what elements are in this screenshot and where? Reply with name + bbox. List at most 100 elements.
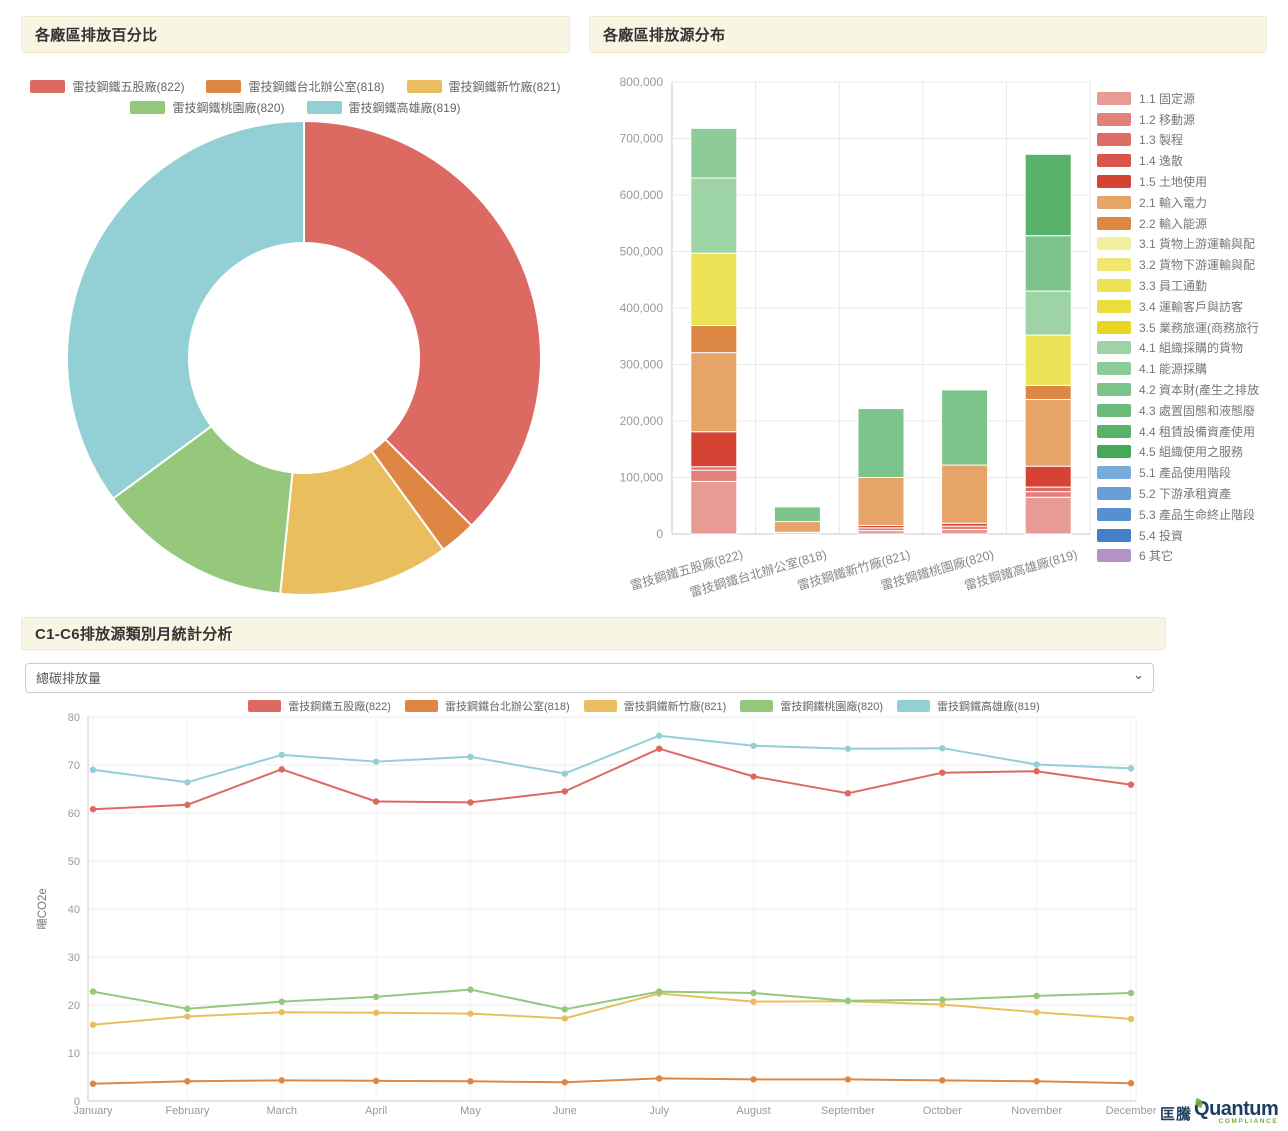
- data-point-3-5[interactable]: [561, 1006, 569, 1013]
- bar-segment-3-4[interactable]: [941, 389, 989, 466]
- data-point-4-9[interactable]: [939, 745, 946, 752]
- bar-segment-0-4[interactable]: [690, 352, 738, 433]
- data-point-0-8[interactable]: [844, 790, 852, 797]
- donut-slice-0[interactable]: [303, 120, 542, 527]
- legend-item-series-0[interactable]: 雷技鋼鐵五股廠(822): [248, 698, 391, 714]
- line-series-2[interactable]: [92, 992, 1132, 1026]
- data-point-3-8[interactable]: [844, 997, 852, 1004]
- data-point-2-11[interactable]: [1127, 1015, 1135, 1023]
- data-point-1-8[interactable]: [844, 1076, 852, 1083]
- data-point-0-11[interactable]: [1127, 781, 1135, 788]
- data-point-3-10[interactable]: [1033, 992, 1040, 1000]
- bar-segment-0-0[interactable]: [690, 480, 738, 535]
- data-point-4-4[interactable]: [467, 753, 474, 761]
- data-point-4-10[interactable]: [1033, 761, 1040, 768]
- line-series-4[interactable]: [92, 734, 1132, 784]
- data-point-2-10[interactable]: [1033, 1009, 1040, 1016]
- data-point-2-9[interactable]: [939, 1001, 946, 1008]
- donut-slice-3[interactable]: [112, 425, 294, 595]
- bar-legend-item-8[interactable]: 3.2 貨物下游運輸與配: [1097, 254, 1277, 275]
- bar-segment-4-9[interactable]: [1024, 153, 1072, 237]
- data-point-0-2[interactable]: [278, 766, 285, 773]
- data-point-1-6[interactable]: [655, 1075, 663, 1082]
- line-series-1[interactable]: [92, 1077, 1132, 1085]
- bar-segment-3-1[interactable]: [941, 525, 989, 530]
- data-point-0-7[interactable]: [750, 773, 757, 780]
- bar-segment-1-1[interactable]: [773, 521, 821, 533]
- line-series-0[interactable]: [92, 747, 1132, 811]
- bar-legend-item-12[interactable]: 4.1 組織採購的貨物: [1097, 338, 1277, 359]
- data-point-1-7[interactable]: [750, 1076, 757, 1083]
- data-point-1-9[interactable]: [939, 1077, 946, 1084]
- data-point-3-11[interactable]: [1127, 989, 1135, 997]
- data-point-1-3[interactable]: [372, 1077, 380, 1085]
- bar-legend-item-3[interactable]: 1.4 逸散: [1097, 150, 1277, 171]
- bar-legend-item-9[interactable]: 3.3 員工通勤: [1097, 275, 1277, 296]
- data-point-0-1[interactable]: [184, 801, 191, 809]
- bar-legend-item-0[interactable]: 1.1 固定源: [1097, 88, 1277, 109]
- bar-segment-4-5[interactable]: [1024, 384, 1072, 401]
- bar-legend-item-21[interactable]: 5.4 投資: [1097, 525, 1277, 546]
- legend-item-plant-0[interactable]: 雷技鋼鐵五股廠(822): [30, 78, 184, 95]
- data-point-2-2[interactable]: [278, 1009, 285, 1016]
- data-point-3-9[interactable]: [939, 996, 946, 1003]
- bar-legend-item-2[interactable]: 1.3 製程: [1097, 130, 1277, 151]
- bar-segment-0-7[interactable]: [690, 177, 738, 254]
- data-point-3-2[interactable]: [278, 998, 285, 1005]
- bar-segment-4-3[interactable]: [1024, 465, 1072, 488]
- legend-item-plant-3[interactable]: 雷技鋼鐵桃園廠(820): [130, 99, 285, 116]
- legend-item-series-2[interactable]: 雷技鋼鐵新竹廠(821): [583, 698, 726, 714]
- bar-segment-1-2[interactable]: [773, 506, 821, 523]
- bar-segment-2-4[interactable]: [857, 408, 905, 479]
- data-point-0-5[interactable]: [561, 788, 569, 795]
- bar-legend-item-1[interactable]: 1.2 移動源: [1097, 109, 1277, 130]
- bar-segment-0-6[interactable]: [690, 252, 738, 327]
- data-point-1-1[interactable]: [184, 1078, 191, 1085]
- data-point-4-3[interactable]: [372, 758, 380, 765]
- data-point-1-4[interactable]: [467, 1078, 474, 1085]
- data-point-2-5[interactable]: [561, 1015, 569, 1022]
- bar-legend-item-6[interactable]: 2.2 輸入能源: [1097, 213, 1277, 234]
- bar-legend-item-19[interactable]: 5.2 下游承租資產: [1097, 483, 1277, 504]
- data-point-2-0[interactable]: [89, 1021, 97, 1028]
- data-point-1-11[interactable]: [1127, 1080, 1135, 1087]
- data-point-4-6[interactable]: [655, 732, 663, 739]
- bar-legend-item-14[interactable]: 4.2 資本財(產生之排放: [1097, 379, 1277, 400]
- bar-segment-4-7[interactable]: [1024, 290, 1072, 336]
- bar-segment-0-8[interactable]: [690, 127, 738, 179]
- data-point-1-2[interactable]: [278, 1077, 285, 1084]
- data-point-2-3[interactable]: [372, 1009, 380, 1016]
- bar-segment-0-2[interactable]: [690, 466, 738, 471]
- data-point-2-7[interactable]: [750, 998, 757, 1005]
- legend-item-plant-4[interactable]: 雷技鋼鐵高雄廠(819): [306, 99, 461, 116]
- data-point-0-6[interactable]: [655, 745, 663, 752]
- bar-legend-item-7[interactable]: 3.1 貨物上游運輸與配: [1097, 234, 1277, 255]
- data-point-0-9[interactable]: [939, 769, 946, 776]
- data-point-4-2[interactable]: [278, 751, 285, 759]
- data-point-1-10[interactable]: [1033, 1078, 1040, 1085]
- bar-segment-4-0[interactable]: [1024, 496, 1072, 535]
- data-point-0-3[interactable]: [372, 798, 380, 805]
- legend-item-plant-1[interactable]: 雷技鋼鐵台北辦公室(818): [206, 78, 385, 95]
- line-series-3[interactable]: [92, 988, 1132, 1011]
- data-point-3-4[interactable]: [467, 986, 474, 993]
- legend-item-series-3[interactable]: 雷技鋼鐵桃園廠(820): [740, 698, 883, 714]
- data-point-0-0[interactable]: [89, 805, 97, 813]
- bar-segment-4-2[interactable]: [1024, 486, 1072, 493]
- data-point-3-3[interactable]: [372, 993, 380, 1001]
- data-point-0-4[interactable]: [467, 799, 474, 806]
- data-point-2-1[interactable]: [184, 1013, 191, 1020]
- data-point-4-0[interactable]: [89, 766, 97, 773]
- bar-segment-4-6[interactable]: [1024, 334, 1072, 386]
- legend-item-series-1[interactable]: 雷技鋼鐵台北辦公室(818): [404, 698, 570, 714]
- bar-legend-item-10[interactable]: 3.4 運輸客戶與訪客: [1097, 296, 1277, 317]
- bar-segment-0-5[interactable]: [690, 325, 738, 354]
- data-point-1-5[interactable]: [561, 1079, 569, 1086]
- data-point-4-8[interactable]: [844, 745, 852, 752]
- legend-item-series-4[interactable]: 雷技鋼鐵高雄廠(819): [897, 698, 1040, 714]
- bar-legend-item-11[interactable]: 3.5 業務旅運(商務旅行: [1097, 317, 1277, 338]
- bar-segment-4-1[interactable]: [1024, 491, 1072, 498]
- data-point-4-7[interactable]: [750, 742, 757, 749]
- metric-select[interactable]: 總碳排放量: [25, 663, 1154, 693]
- data-point-3-7[interactable]: [750, 989, 757, 997]
